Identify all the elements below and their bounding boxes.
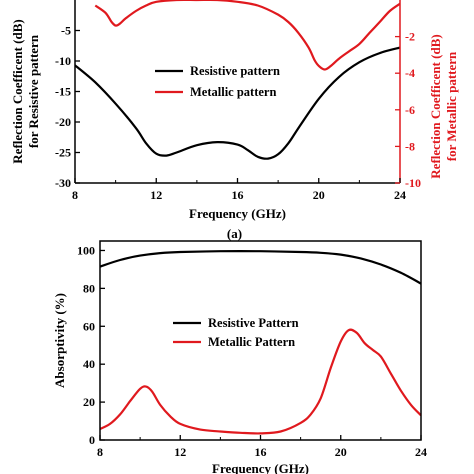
panel-b-y-tick-label: 100	[77, 243, 95, 257]
panel-b-legend-label: Metallic Pattern	[208, 335, 295, 349]
panel-a-x-tick-label: 12	[150, 188, 162, 202]
panel-a-x-axis-label: Frequency (GHz)	[189, 206, 286, 221]
panel-a-y-left-axis-label-line2: for Resistive pattern	[26, 34, 41, 148]
panel-a-y-left-tick-label: -25	[55, 146, 71, 160]
panel-b-series-line-metallic	[100, 328, 421, 435]
panel-a-y-left-axis-label: Reflection Coefficent (dB)for Resistive …	[10, 19, 41, 163]
panel-b-y-tick-label: 80	[83, 281, 95, 295]
panel-a-label: (a)	[227, 226, 242, 241]
panel-a-y-right-axis-label: Reflection Coefficent (dB)for Metallic p…	[428, 34, 459, 178]
panel-a-y-right-tick-label: -8	[405, 139, 415, 153]
panel-a-x-tick-label: 16	[232, 188, 244, 202]
panel-a-y-left-tick-label: -15	[55, 85, 71, 99]
panel-a-y-right-axis-label-line1: Reflection Coefficent (dB)	[428, 34, 443, 178]
panel-b-x-tick-label: 8	[97, 445, 103, 459]
panel-a-y-left-tick-label: -30	[55, 176, 71, 190]
panel-a-x-tick-label: 20	[313, 188, 325, 202]
panel-a-plot-area	[75, 0, 400, 160]
panel-b-y-tick-label: 20	[83, 395, 95, 409]
panel-a-x-tick-label: 8	[72, 188, 78, 202]
panel-b-y-tick-label: 40	[83, 357, 95, 371]
panel-b-x-tick-label: 24	[415, 445, 427, 459]
panel-b-x-tick-label: 20	[335, 445, 347, 459]
panel-a-y-left-tick-label: -20	[55, 115, 71, 129]
panel-a-y-left-tick-label: -10	[55, 54, 71, 68]
panel-b-x-axis-label: Frequency (GHz)	[212, 461, 309, 474]
panel-a-y-right-axis-label-line2: for Metallic pattern	[444, 51, 459, 161]
panel-a-y-right-tick-label: -6	[405, 103, 415, 117]
panel-a-series-line-resistive	[75, 46, 400, 160]
panel-b-legend-label: Resistive Pattern	[208, 316, 299, 330]
panel-b-y-axis-label: Absorptivity (%)	[52, 293, 67, 388]
panel-b-plot-area	[100, 250, 421, 435]
panel-a-y-right-tick-label: -10	[405, 176, 421, 190]
panel-a-y-left-tick-label: -5	[61, 24, 71, 38]
panel-a-series-line-metallic	[94, 0, 400, 71]
panel-a-y-left-axis-label-line1: Reflection Coefficent (dB)	[10, 19, 25, 163]
panel-b-x-tick-label: 16	[255, 445, 267, 459]
panel-a-legend-label: Metallic pattern	[190, 85, 276, 99]
panel-a-y-right-tick-label: -2	[405, 30, 415, 44]
panel-a-legend-label: Resistive pattern	[190, 64, 280, 78]
panel-b-series-line-resistive	[100, 250, 421, 285]
panel-b-x-tick-label: 12	[174, 445, 186, 459]
panel-a-y-right-tick-label: -4	[405, 66, 415, 80]
panel-b-y-tick-label: 0	[89, 433, 95, 447]
panel-b-y-tick-label: 60	[83, 319, 95, 333]
panel-a-x-tick-label: 24	[394, 188, 406, 202]
